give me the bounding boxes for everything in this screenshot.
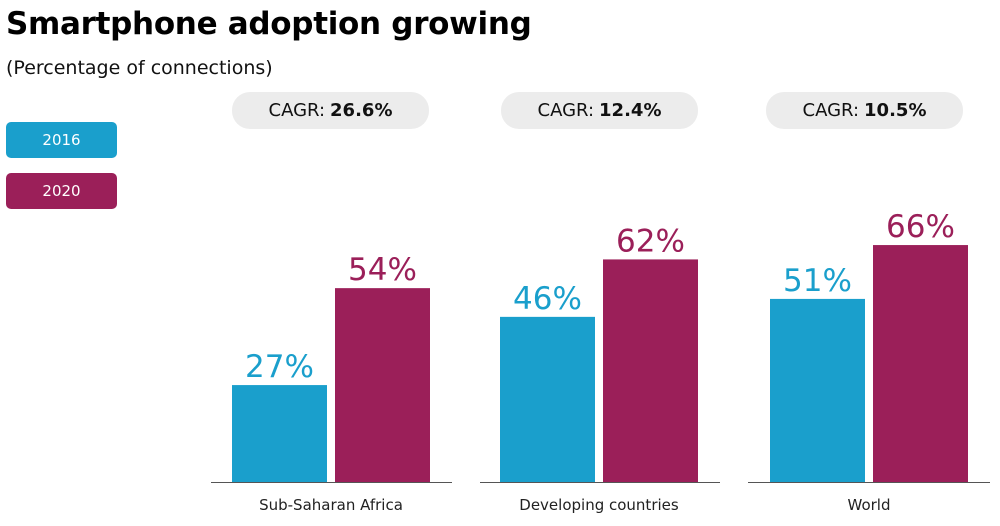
bar-2016 xyxy=(770,298,865,482)
cagr-prefix: CAGR: xyxy=(268,100,326,121)
category-label: Sub-Saharan Africa xyxy=(259,496,403,514)
cagr-value: 12.4% xyxy=(599,100,662,121)
cagr-value: 26.6% xyxy=(330,100,393,121)
legend-label-2016: 2016 xyxy=(42,131,81,149)
legend-item-2016: 2016 xyxy=(6,122,117,158)
cagr-badge-world: CAGR: 10.5% xyxy=(766,92,963,129)
bar-2020 xyxy=(335,288,430,482)
bar-value-label: 27% xyxy=(245,349,314,385)
cagr-prefix: CAGR: xyxy=(537,100,595,121)
category-label: World xyxy=(848,496,891,514)
chart-subtitle: (Percentage of connections) xyxy=(6,57,273,79)
bar-value-label: 62% xyxy=(616,223,685,259)
bar-2020 xyxy=(603,259,698,482)
legend-item-2020: 2020 xyxy=(6,173,117,209)
bar-value-label: 51% xyxy=(783,263,852,299)
cagr-badge-sub-saharan-africa: CAGR: 26.6% xyxy=(232,92,429,129)
legend-label-2020: 2020 xyxy=(42,182,81,200)
bar-value-label: 46% xyxy=(513,281,582,317)
bar-value-label: 54% xyxy=(348,252,417,288)
cagr-value: 10.5% xyxy=(864,100,927,121)
bar-value-label: 66% xyxy=(886,209,955,245)
bar-2016 xyxy=(232,385,327,482)
chart-title: Smartphone adoption growing xyxy=(6,6,532,42)
category-label: Developing countries xyxy=(519,496,679,514)
cagr-prefix: CAGR: xyxy=(802,100,860,121)
bar-2020 xyxy=(873,245,968,482)
bar-2016 xyxy=(500,316,595,482)
cagr-badge-developing-countries: CAGR: 12.4% xyxy=(501,92,698,129)
